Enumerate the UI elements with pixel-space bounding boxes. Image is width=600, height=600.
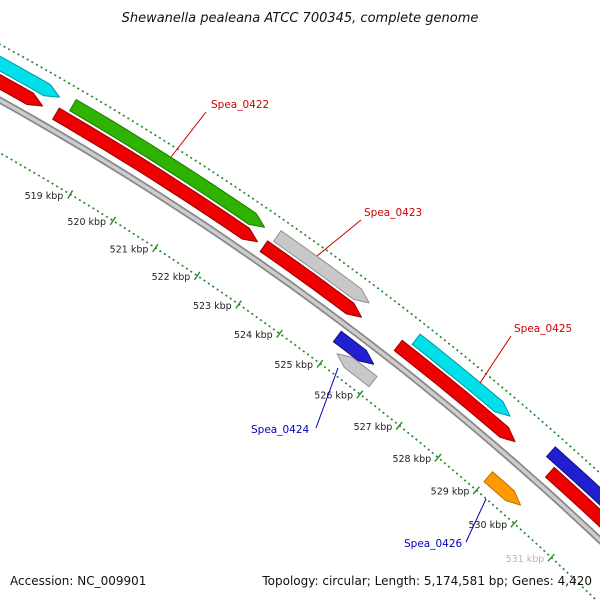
gene-label-Spea_0425[interactable]: Spea_0425 xyxy=(514,323,572,335)
genes-layer xyxy=(0,33,600,583)
kbp-label: 521 kbp xyxy=(110,244,149,255)
gene-arrow[interactable] xyxy=(0,47,44,107)
page-title: Shewanella pealeana ATCC 700345, complet… xyxy=(122,11,479,26)
kbp-label: 524 kbp xyxy=(234,330,273,341)
kbp-label: 527 kbp xyxy=(354,422,393,433)
kbp-tick xyxy=(356,390,364,399)
kbp-label: 526 kbp xyxy=(314,391,353,402)
kbp-label: 531 kbp xyxy=(506,554,545,565)
ruler-line-upper xyxy=(0,43,600,475)
gene-arrow[interactable] xyxy=(545,466,600,583)
gene-arrow[interactable] xyxy=(393,339,516,443)
gene-label-Spea_0426[interactable]: Spea_0426 xyxy=(404,538,463,550)
kbp-label: 523 kbp xyxy=(193,301,232,312)
kbp-label: 528 kbp xyxy=(392,454,431,465)
accession-text: Accession: NC_009901 xyxy=(10,574,146,588)
label-leader-line xyxy=(315,367,339,429)
gene-label-Spea_0423[interactable]: Spea_0423 xyxy=(364,207,422,219)
kbp-label: 522 kbp xyxy=(152,272,191,283)
kbp-label: 519 kbp xyxy=(25,191,64,202)
gene-labels-layer: Spea_0422 Spea_0423 Spea_0425 Spea_0424 Spea… xyxy=(170,99,572,550)
kbp-tick xyxy=(395,421,403,430)
ruler-layer: 519 kbp 520 kbp 521 kbp 522 kbp 523 kbp 524 k… xyxy=(0,43,600,600)
kbp-tick xyxy=(67,190,74,199)
gene-arrow[interactable] xyxy=(259,240,362,318)
kbp-label: 530 kbp xyxy=(468,520,507,531)
gene-arrow-Spea_0424[interactable] xyxy=(332,330,375,365)
kbp-tick xyxy=(193,271,201,281)
genome-backbone-highlight xyxy=(0,98,600,543)
kbp-label: 520 kbp xyxy=(67,217,106,228)
kbp-tick xyxy=(472,486,480,495)
gene-arrow[interactable] xyxy=(546,446,600,572)
gene-arrow-Spea_0425[interactable] xyxy=(411,333,511,417)
gene-arrow-Spea_0426[interactable] xyxy=(483,471,521,506)
kbp-tick xyxy=(276,329,283,339)
label-leader-line xyxy=(316,219,362,257)
kbp-tick xyxy=(316,359,324,369)
kbp-tick xyxy=(109,216,117,226)
gene-label-Spea_0422[interactable]: Spea_0422 xyxy=(211,99,269,111)
kbp-label: 529 kbp xyxy=(431,487,470,498)
genome-info-text: Topology: circular; Length: 5,174,581 bp… xyxy=(261,574,592,588)
label-leader-line xyxy=(170,111,207,158)
kbp-label: 525 kbp xyxy=(274,360,313,371)
gene-arrow-Spea_0423[interactable] xyxy=(273,230,370,304)
label-leader-line xyxy=(479,335,512,384)
gene-arrow[interactable] xyxy=(0,33,61,98)
kbp-tick xyxy=(547,553,555,562)
kbp-tick xyxy=(152,243,159,253)
backbone-layer xyxy=(0,96,600,545)
kbp-tick xyxy=(235,300,242,309)
kbp-tick xyxy=(510,519,518,528)
gene-arrow-Spea_0422[interactable] xyxy=(69,99,265,228)
gene-label-Spea_0424[interactable]: Spea_0424 xyxy=(251,424,310,436)
gene-arrow[interactable] xyxy=(52,107,258,243)
label-leader-line xyxy=(465,498,487,543)
kbp-tick xyxy=(434,453,442,462)
gene-arrow[interactable] xyxy=(336,353,378,388)
